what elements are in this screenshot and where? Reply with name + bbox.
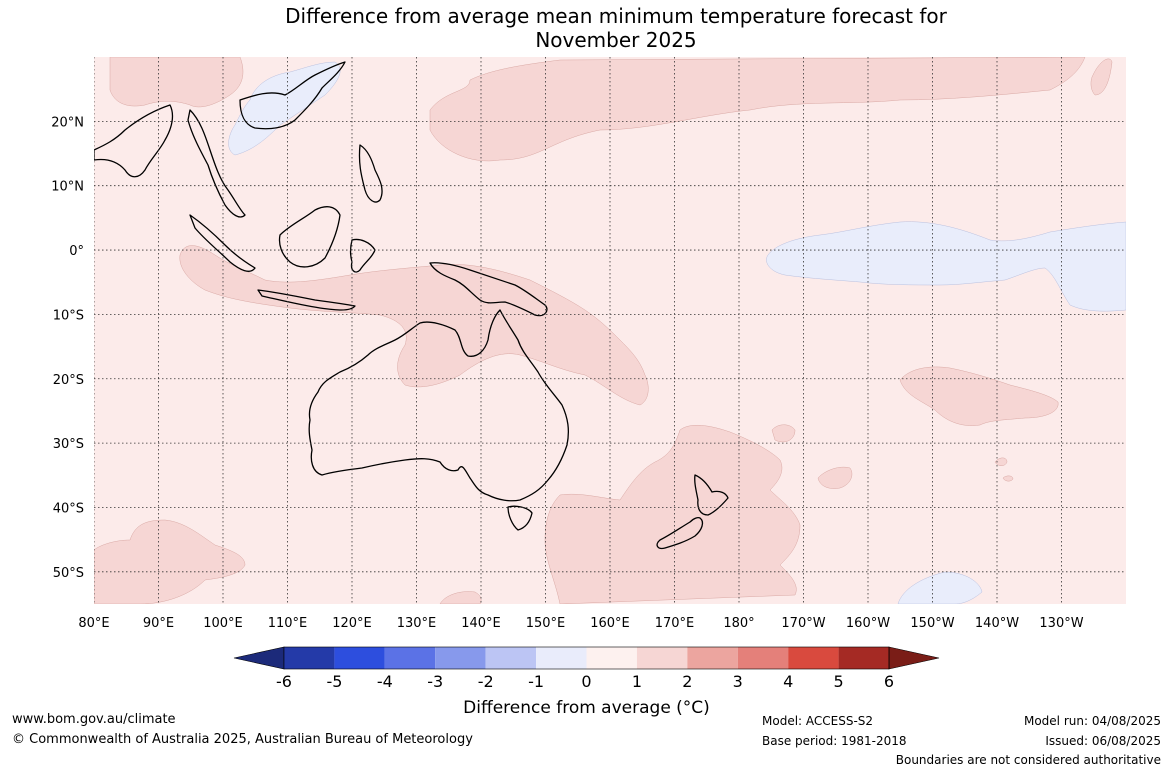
anomaly-1-2-patches bbox=[94, 57, 1113, 604]
longitude-label: 80°E bbox=[78, 616, 109, 631]
footer-url[interactable]: www.bom.gov.au/climate bbox=[12, 712, 176, 727]
longitude-label: 140°E bbox=[461, 616, 501, 631]
colorbar-swatch bbox=[687, 647, 738, 669]
coast-sulawesi bbox=[349, 238, 376, 273]
anomaly-cool-patches bbox=[228, 61, 1126, 604]
patch-equatorial-pacific bbox=[766, 221, 1126, 312]
longitude-label: 90°E bbox=[143, 616, 174, 631]
colorbar-swatch bbox=[384, 647, 436, 669]
patch-southern-pacific-cool bbox=[897, 571, 983, 604]
footer-model-run: Model run: 04/08/2025 bbox=[1023, 714, 1161, 728]
title-line-1: Difference from average mean minimum tem… bbox=[285, 4, 947, 28]
map-area bbox=[94, 57, 1126, 604]
longitude-labels: 80°E 90°E 100°E 110°E 120°E 130°E 140°E 150°E 16… bbox=[78, 616, 1083, 631]
colorbar-swatch bbox=[636, 647, 688, 669]
longitude-label: 160°E bbox=[590, 616, 630, 631]
colorbar-tick-label: -3 bbox=[427, 672, 443, 691]
longitude-label: 140°W bbox=[975, 616, 1019, 631]
colorbar-tick-label: -6 bbox=[276, 672, 292, 691]
colorbar-swatch bbox=[284, 647, 335, 669]
footer-base-period: Base period: 1981-2018 bbox=[762, 734, 907, 748]
latitude-labels: 20°N 10°N 0° 10°S 20°S 30°S 40°S 50°S bbox=[51, 115, 84, 580]
coast-new-zealand-north bbox=[694, 474, 729, 516]
longitude-label: 170°W bbox=[781, 616, 825, 631]
coast-philippines bbox=[358, 144, 383, 203]
patch-tasman-east bbox=[817, 466, 853, 489]
coast-new-guinea bbox=[429, 262, 548, 317]
longitude-label: 130°W bbox=[1039, 616, 1083, 631]
longitude-label: 180° bbox=[723, 616, 754, 631]
colorbar-swatch bbox=[788, 647, 839, 669]
patch-north-pacific-east bbox=[1090, 58, 1113, 96]
coast-new-zealand-south bbox=[656, 516, 704, 550]
colorbar-tick-label: -5 bbox=[326, 672, 342, 691]
footer-disclaimer: Boundaries are not considered authoritat… bbox=[895, 753, 1161, 767]
colorbar-tick-label: 4 bbox=[783, 672, 793, 691]
colorbar-tick-label: -2 bbox=[478, 672, 494, 691]
gridlines bbox=[94, 57, 1126, 604]
patch-equatorial bbox=[179, 245, 649, 406]
colorbar-swatch bbox=[435, 647, 486, 669]
map-title: Difference from average mean minimum tem… bbox=[0, 4, 1173, 52]
footer-issued: Issued: 06/08/2025 bbox=[1045, 734, 1161, 748]
latitude-label: 30°S bbox=[53, 437, 84, 452]
colorbar-under-arrow bbox=[233, 646, 285, 670]
patch-south-china-sea bbox=[228, 61, 341, 156]
latitude-label: 10°N bbox=[51, 180, 84, 195]
colorbar-frame bbox=[283, 646, 890, 670]
latitude-label: 40°S bbox=[53, 501, 84, 516]
title-line-2: November 2025 bbox=[535, 28, 697, 52]
colorbar bbox=[233, 646, 940, 670]
longitude-label: 150°W bbox=[910, 616, 954, 631]
latitude-label: 10°S bbox=[53, 308, 84, 323]
longitude-label: 150°E bbox=[526, 616, 566, 631]
colorbar-tick-labels: -6 -5 -4 -3 -2 -1 0 1 2 3 4 5 6 bbox=[276, 672, 894, 691]
coastlines bbox=[94, 61, 729, 550]
colorbar-swatch bbox=[737, 647, 789, 669]
patch-small-2 bbox=[1002, 475, 1014, 482]
colorbar-swatch bbox=[586, 647, 637, 669]
longitude-label: 130°E bbox=[397, 616, 437, 631]
colorbar-swatch bbox=[838, 647, 889, 669]
patch-north-pacific bbox=[429, 57, 1086, 162]
colorbar-tick-label: 5 bbox=[833, 672, 843, 691]
coast-tasmania bbox=[507, 505, 533, 531]
coast-australia bbox=[308, 309, 569, 502]
colorbar-tick-label: 0 bbox=[581, 672, 591, 691]
colorbar-tick-label: 3 bbox=[733, 672, 743, 691]
colorbar-over-arrow bbox=[888, 646, 940, 670]
colorbar-tick-label: 1 bbox=[632, 672, 642, 691]
latitude-label: 20°S bbox=[53, 373, 84, 388]
coast-sumatra-java bbox=[189, 214, 356, 311]
patch-south-pacific bbox=[899, 366, 1059, 426]
colorbar-swatch bbox=[334, 647, 385, 669]
patch-asia bbox=[109, 57, 244, 108]
latitude-label: 50°S bbox=[53, 566, 84, 581]
patch-small-1 bbox=[994, 457, 1008, 466]
colorbar-tick-label: -1 bbox=[528, 672, 544, 691]
colorbar-tick-label: 6 bbox=[884, 672, 894, 691]
coast-indochina bbox=[187, 109, 246, 218]
colorbar-tick-label: -4 bbox=[377, 672, 393, 691]
longitude-label: 100°E bbox=[203, 616, 243, 631]
coast-india bbox=[94, 104, 174, 178]
longitude-label: 170°E bbox=[655, 616, 695, 631]
patch-coral-east bbox=[771, 424, 796, 443]
colorbar-title: Difference from average (°C) bbox=[463, 698, 710, 718]
footer-copyright: © Commonwealth of Australia 2025, Austra… bbox=[12, 732, 473, 747]
longitude-label: 110°E bbox=[268, 616, 308, 631]
latitude-label: 0° bbox=[69, 244, 84, 259]
colorbar-swatch bbox=[485, 647, 537, 669]
longitude-label: 120°E bbox=[332, 616, 372, 631]
patch-new-zealand bbox=[544, 425, 801, 604]
coast-borneo bbox=[278, 206, 341, 268]
footer-model: Model: ACCESS-S2 bbox=[762, 714, 874, 728]
colorbar-tick-label: 2 bbox=[682, 672, 692, 691]
colorbar-swatch bbox=[536, 647, 587, 669]
latitude-label: 20°N bbox=[51, 115, 84, 130]
longitude-label: 160°W bbox=[846, 616, 890, 631]
patch-southern-ocean-west bbox=[94, 519, 246, 604]
